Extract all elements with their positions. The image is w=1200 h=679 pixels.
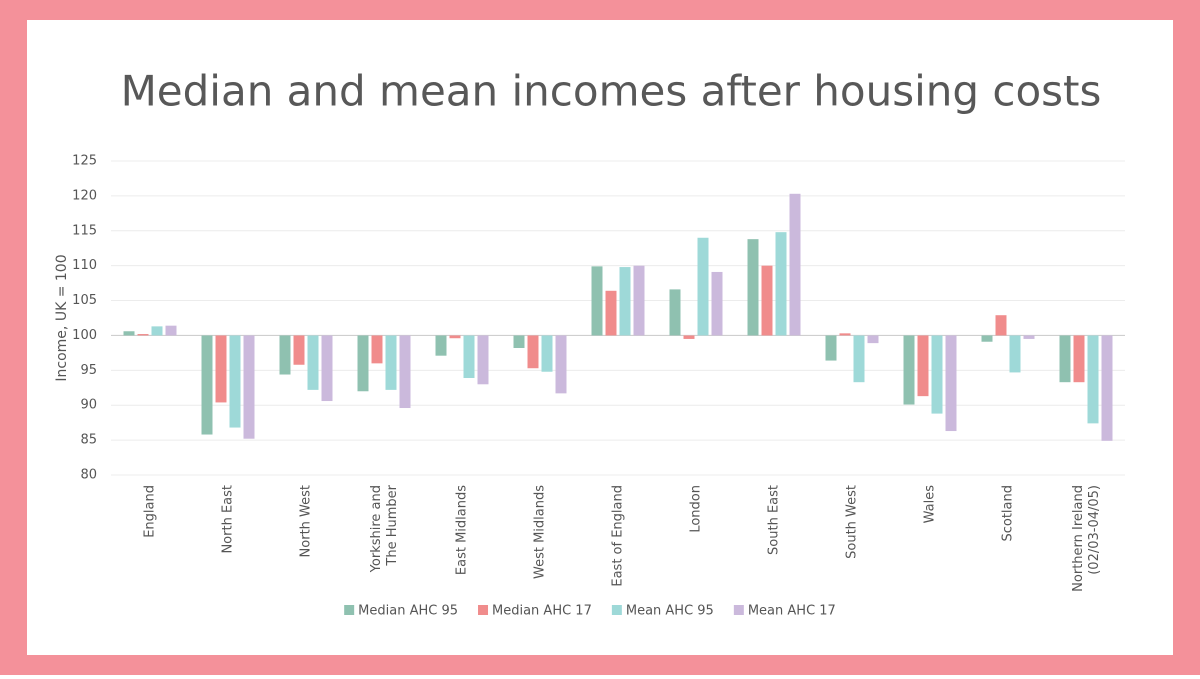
bar xyxy=(449,335,461,339)
bar xyxy=(619,267,631,336)
y-tick-label: 100 xyxy=(72,328,97,343)
bar xyxy=(591,266,603,336)
y-tick-label: 95 xyxy=(80,363,97,378)
bar xyxy=(243,335,255,439)
bar xyxy=(1023,335,1035,339)
y-tick-label: 80 xyxy=(80,468,97,483)
bar xyxy=(527,335,539,369)
legend-swatch xyxy=(733,605,744,615)
bar xyxy=(371,335,383,364)
x-tick-label: Yorkshire andThe Humber xyxy=(369,484,400,573)
bar xyxy=(853,335,865,383)
bar xyxy=(307,335,319,390)
x-tick-label: North East xyxy=(221,485,236,554)
x-tick-label: Northern Ireland(02/03-04/05) xyxy=(1071,485,1102,592)
y-tick-label: 105 xyxy=(72,293,97,308)
bar xyxy=(1073,335,1085,383)
x-tick-label: Wales xyxy=(923,485,938,524)
bar xyxy=(513,335,525,349)
bar xyxy=(1009,335,1021,373)
bar xyxy=(357,335,369,392)
legend-swatch xyxy=(344,605,355,615)
legend-label: Mean AHC 17 xyxy=(748,604,836,619)
y-tick-label: 110 xyxy=(72,258,97,273)
bar xyxy=(945,335,957,432)
bar xyxy=(555,335,567,394)
bar xyxy=(215,335,227,403)
y-tick-label: 85 xyxy=(80,433,97,448)
bar xyxy=(789,193,801,336)
bar xyxy=(981,335,993,342)
legend-label: Mean AHC 95 xyxy=(626,604,714,619)
bar xyxy=(477,335,489,385)
bar xyxy=(931,335,943,414)
y-tick-label: 115 xyxy=(72,223,97,238)
bar xyxy=(761,265,773,336)
bar xyxy=(839,333,851,336)
bar xyxy=(279,335,291,375)
bar xyxy=(541,335,553,372)
bar xyxy=(151,326,163,336)
bar xyxy=(1101,335,1113,441)
x-tick-label: West Midlands xyxy=(533,485,548,579)
bar xyxy=(321,335,333,402)
x-tick-label: Scotland xyxy=(1001,485,1016,542)
bar xyxy=(711,271,723,336)
y-tick-label: 125 xyxy=(72,154,97,169)
bar xyxy=(399,335,411,409)
x-tick-label: South West xyxy=(845,485,860,559)
bar xyxy=(669,289,681,336)
bar xyxy=(903,335,915,405)
x-tick-label: South East xyxy=(767,485,782,555)
bar xyxy=(435,335,447,356)
x-tick-label: East of England xyxy=(611,485,626,587)
bar xyxy=(293,335,305,365)
legend-swatch xyxy=(611,605,622,615)
bar xyxy=(123,331,135,336)
x-tick-label: East Midlands xyxy=(455,485,470,575)
bar xyxy=(137,334,149,336)
y-axis-label: Income, UK = 100 xyxy=(54,254,70,381)
bar xyxy=(683,335,695,339)
bar xyxy=(747,239,759,336)
bar xyxy=(605,290,617,336)
bar xyxy=(633,265,645,336)
bar xyxy=(463,335,475,379)
legend-label: Median AHC 95 xyxy=(358,604,458,619)
bar xyxy=(201,335,213,435)
y-tick-label: 120 xyxy=(72,188,97,203)
x-tick-label: London xyxy=(689,485,704,533)
bar xyxy=(229,335,241,428)
bar xyxy=(825,335,837,361)
x-tick-label: North West xyxy=(299,485,314,557)
bar xyxy=(1087,335,1099,424)
bar xyxy=(917,335,929,397)
bar xyxy=(775,232,787,336)
legend-swatch xyxy=(478,605,489,615)
y-tick-label: 90 xyxy=(80,398,97,413)
legend-label: Median AHC 17 xyxy=(492,604,592,619)
bar xyxy=(1059,335,1071,383)
bar xyxy=(385,335,397,390)
bar xyxy=(867,335,879,344)
chart-title: Median and mean incomes after housing co… xyxy=(121,67,1102,116)
bar xyxy=(165,325,177,336)
x-tick-label: England xyxy=(143,485,158,538)
bar xyxy=(697,237,709,336)
bar xyxy=(995,315,1007,336)
